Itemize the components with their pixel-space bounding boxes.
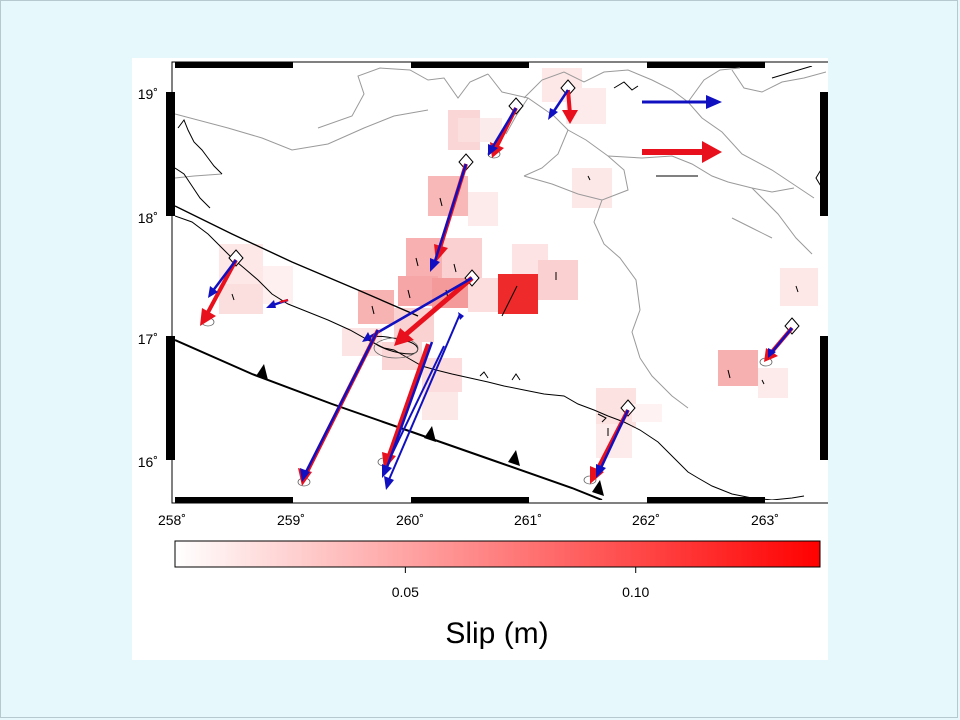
subduction-trench: [175, 205, 604, 500]
vector-pair: [298, 276, 474, 486]
slip-patch: [468, 192, 498, 226]
lon-tick-label: 258˚: [158, 512, 186, 528]
slip-patch: [718, 350, 758, 386]
slip-patch: [422, 392, 458, 420]
vector-pair: [548, 89, 578, 124]
lat-tick-label: 19˚: [138, 86, 158, 102]
slip-patch: [442, 238, 482, 278]
lat-tick-label: 18˚: [138, 210, 158, 226]
slip-patch: [382, 342, 422, 370]
slip-patch: [780, 268, 818, 306]
slip-patch: [572, 168, 612, 208]
rake-ticks: [231, 175, 799, 436]
lon-tick-label: 260˚: [396, 512, 424, 528]
lon-tick-label: 262˚: [632, 512, 660, 528]
vector-pair: [200, 259, 238, 326]
colorbar-ticks: 0.05 0.10: [392, 567, 650, 600]
lon-tick-label: 259˚: [277, 512, 305, 528]
vector-pair: [430, 163, 468, 272]
lat-tick-label: 17˚: [138, 331, 158, 347]
slip-patch: [538, 260, 578, 300]
colorbar: 0.05 0.10 Slip (m): [174, 540, 821, 650]
colorbar-title: Slip (m): [445, 617, 548, 650]
map-figure: 19˚ 18˚ 17˚ 16˚ 258˚ 259˚ 260˚ 261˚ 262˚ 263˚ 0.…: [132, 58, 830, 660]
lon-tick-label: 261˚: [514, 512, 542, 528]
state-borders: [175, 67, 826, 409]
vector-legend: [642, 95, 722, 177]
station-marker: [508, 97, 524, 115]
colorbar-tick-label: 0.05: [392, 584, 419, 600]
vector-pair: [266, 298, 289, 308]
station-marker: [228, 249, 244, 267]
coastline: [175, 66, 823, 500]
longitude-labels: 258˚ 259˚ 260˚ 261˚ 262˚ 263˚: [158, 512, 779, 528]
station-marker: [620, 399, 636, 417]
vector-pair: [764, 326, 794, 362]
lat-tick-label: 16˚: [138, 454, 158, 470]
vector-pair: [590, 409, 630, 484]
slip-patch: [219, 284, 263, 314]
vector-pair: [382, 312, 464, 490]
slip-patch: [758, 368, 788, 398]
colorbar-tick-label: 0.10: [622, 584, 649, 600]
slip-patch: [498, 274, 538, 314]
lon-tick-label: 263˚: [751, 512, 779, 528]
vector-pair: [488, 107, 518, 158]
slip-patch: [458, 118, 502, 142]
slip-patch: [358, 290, 394, 324]
colorbar-ramp: [174, 540, 821, 568]
slip-patch: [632, 404, 662, 422]
latitude-labels: 19˚ 18˚ 17˚ 16˚: [138, 86, 158, 470]
displacement-vectors: [200, 89, 794, 490]
